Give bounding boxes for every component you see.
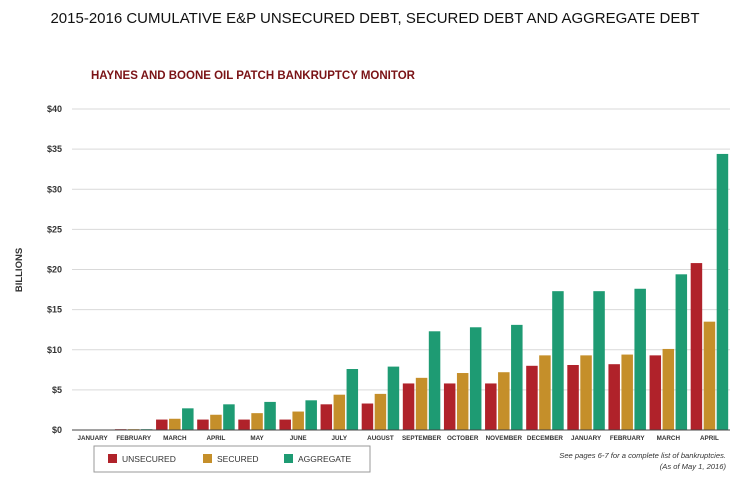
y-tick-label: $35 <box>47 144 62 154</box>
bar-aggregate-14 <box>675 274 688 430</box>
bar-secured-13 <box>621 354 633 430</box>
x-tick-label: JANUARY <box>571 435 602 442</box>
x-tick-label: JULY <box>332 435 348 442</box>
bar-aggregate-15 <box>716 153 729 430</box>
x-tick-label: MARCH <box>163 435 187 442</box>
bar-unsecured-9 <box>443 383 456 430</box>
bar-aggregate-8 <box>428 331 441 430</box>
x-tick-label: MARCH <box>657 435 681 442</box>
bar-unsecured-15 <box>690 263 703 430</box>
legend-swatch-secured <box>203 454 212 463</box>
chart-title: 2015-2016 CUMULATIVE E&P UNSECURED DEBT,… <box>50 10 699 27</box>
x-tick-label: FEBRUARY <box>116 435 152 442</box>
y-tick-label: $5 <box>52 385 62 395</box>
y-tick-label: $30 <box>47 184 62 194</box>
x-tick-label: FEBRUARY <box>610 435 646 442</box>
bar-secured-14 <box>662 348 675 430</box>
bar-secured-12 <box>580 355 592 430</box>
x-tick-label: OCTOBER <box>447 435 479 442</box>
bar-unsecured-2 <box>156 419 168 430</box>
y-tick-label: $0 <box>52 425 62 435</box>
bar-secured-11 <box>539 355 551 430</box>
bar-unsecured-3 <box>197 419 209 430</box>
bar-secured-9 <box>456 373 469 430</box>
bar-unsecured-6 <box>320 404 333 430</box>
bar-aggregate-7 <box>387 366 400 430</box>
bar-secured-7 <box>374 393 387 430</box>
bar-secured-2 <box>169 418 181 430</box>
chart-subtitle: HAYNES AND BOONE OIL PATCH BANKRUPTCY MO… <box>91 70 416 82</box>
bar-secured-15 <box>703 321 716 430</box>
x-tick-labels: JANUARY FEBRUARY MARCH APRIL MAY JUNE JULY AUGU… <box>77 435 719 442</box>
bars <box>114 153 729 430</box>
bar-unsecured-12 <box>567 364 579 430</box>
bar-aggregate-11 <box>552 291 564 430</box>
x-tick-label: MAY <box>250 435 264 442</box>
bar-secured-4 <box>251 413 263 430</box>
y-tick-label: $20 <box>47 265 62 275</box>
bar-unsecured-7 <box>361 403 374 430</box>
bar-aggregate-12 <box>593 291 605 430</box>
bar-aggregate-9 <box>469 327 482 430</box>
bar-secured-6 <box>333 394 346 430</box>
bar-secured-5 <box>292 411 304 430</box>
grid-lines <box>72 108 730 391</box>
x-tick-label: APRIL <box>700 435 719 442</box>
annotation-date: (As of May 1, 2016) <box>660 462 727 471</box>
bar-secured-8 <box>415 377 428 430</box>
y-tick-label: $15 <box>47 305 62 315</box>
bar-aggregate-13 <box>634 288 646 430</box>
bar-secured-10 <box>498 372 510 430</box>
legend: UNSECURED SECURED AGGREGATE <box>93 445 371 473</box>
bar-aggregate-10 <box>511 324 523 430</box>
bar-aggregate-3 <box>223 404 235 430</box>
y-tick-labels: $0 $5 $10 $15 $20 $25 $30 $35 $40 <box>47 104 62 435</box>
y-tick-label: $10 <box>47 345 62 355</box>
x-tick-label: JANUARY <box>77 435 108 442</box>
legend-swatch-aggregate <box>284 454 293 463</box>
bar-aggregate-5 <box>305 400 317 430</box>
bar-unsecured-14 <box>649 355 662 430</box>
bar-unsecured-4 <box>238 419 250 430</box>
bar-secured-3 <box>210 414 222 430</box>
y-tick-label: $40 <box>47 104 62 114</box>
bar-unsecured-8 <box>402 383 415 430</box>
x-tick-label: NOVEMBER <box>486 435 523 442</box>
legend-label-unsecured: UNSECURED <box>122 454 176 464</box>
bar-aggregate-4 <box>264 401 276 430</box>
bar-unsecured-10 <box>485 383 497 430</box>
bar-aggregate-2 <box>182 408 194 430</box>
bar-unsecured-11 <box>526 365 538 430</box>
bar-unsecured-13 <box>608 364 620 430</box>
x-tick-label: DECEMBER <box>527 435 563 442</box>
x-tick-label: SEPTEMBER <box>402 435 442 442</box>
y-axis-label: BILLIONS <box>14 248 25 292</box>
y-tick-label: $25 <box>47 224 62 234</box>
legend-label-aggregate: AGGREGATE <box>298 454 352 464</box>
x-tick-label: JUNE <box>290 435 307 442</box>
legend-label-secured: SECURED <box>217 454 259 464</box>
x-tick-label: APRIL <box>206 435 225 442</box>
legend-box <box>93 445 371 473</box>
bar-unsecured-5 <box>279 419 291 430</box>
annotation-note: See pages 6-7 for a complete list of ban… <box>559 451 726 460</box>
bar-aggregate-6 <box>346 369 359 430</box>
legend-swatch-unsecured <box>108 454 117 463</box>
x-tick-label: AUGUST <box>367 435 394 442</box>
